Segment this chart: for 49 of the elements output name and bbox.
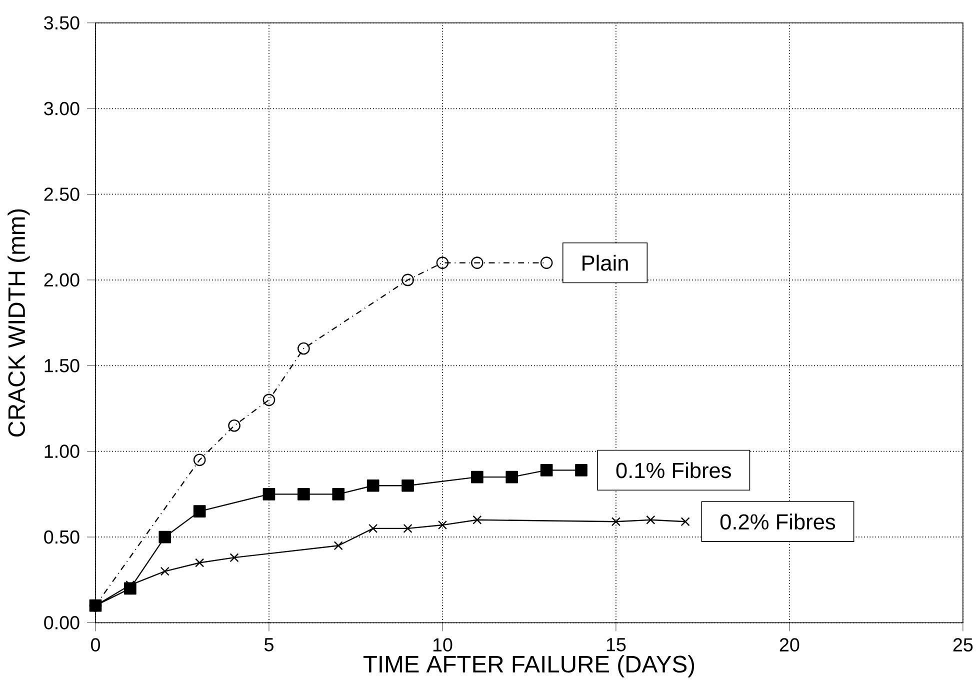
x-tick-label: 20	[780, 638, 800, 652]
point	[160, 566, 170, 576]
x-tick-label: 0	[91, 638, 100, 652]
point	[298, 488, 310, 500]
point	[262, 394, 276, 406]
point	[575, 464, 588, 476]
y-tick-label: 1.50	[44, 358, 80, 372]
x-tick-label: 10	[433, 638, 452, 652]
series-label: Plain	[582, 254, 628, 271]
series-label: 0.1% Fibres	[616, 462, 731, 478]
x-tick-label: 15	[606, 638, 626, 652]
point	[368, 524, 378, 533]
point	[611, 516, 620, 526]
y-tick-label: 3.00	[44, 102, 80, 116]
point	[230, 552, 239, 562]
y-tick-label: 0.50	[44, 530, 80, 544]
point	[262, 488, 276, 500]
point	[334, 540, 343, 550]
x-axis-title: TIME AFTER FAILURE (DAYS)	[363, 655, 694, 678]
x-tick-label: 5	[264, 638, 274, 652]
series-label: 0.2% Fibres	[720, 513, 836, 530]
point	[646, 515, 656, 524]
point	[193, 454, 206, 466]
point	[471, 256, 484, 269]
point	[540, 464, 553, 476]
y-tick-label: 1.00	[44, 444, 80, 458]
point	[680, 516, 690, 526]
point	[438, 520, 448, 530]
x-tick-label: 25	[953, 638, 973, 652]
point	[332, 488, 345, 500]
point	[540, 256, 553, 269]
y-tick-label: 0.00	[44, 616, 80, 630]
point	[228, 419, 240, 432]
point	[472, 515, 482, 524]
y-tick-label: 2.00	[44, 273, 80, 286]
point	[195, 558, 204, 568]
y-tick-label: 2.50	[44, 187, 80, 201]
point	[193, 504, 206, 518]
point	[471, 470, 484, 484]
y-axis-title: CRACK WIDTH (mm)	[8, 209, 30, 436]
point	[366, 479, 380, 492]
point	[298, 342, 310, 355]
point	[402, 479, 414, 492]
point	[436, 256, 449, 269]
point	[506, 470, 518, 484]
y-tick-label: 3.50	[44, 16, 80, 30]
point	[402, 274, 414, 286]
point	[403, 524, 412, 533]
point	[158, 530, 172, 544]
